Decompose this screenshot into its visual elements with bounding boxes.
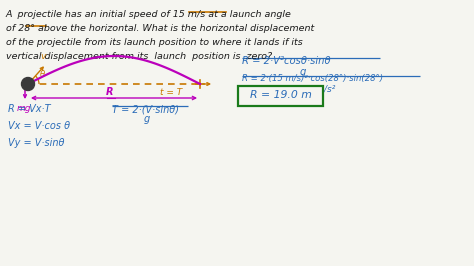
Text: of 28° above the horizontal. What is the horizontal displacement: of 28° above the horizontal. What is the…: [6, 24, 314, 33]
Text: Vy = V·sinθ: Vy = V·sinθ: [8, 138, 64, 148]
Text: R = 2·V²cosθ·sinθ: R = 2·V²cosθ·sinθ: [242, 56, 331, 66]
Text: g: g: [300, 67, 306, 77]
Text: of the projectile from its launch position to where it lands if its: of the projectile from its launch positi…: [6, 38, 303, 47]
Circle shape: [21, 77, 35, 90]
Text: v: v: [40, 52, 46, 61]
Text: A  projectile has an initial speed of 15 m/s at a launch angle: A projectile has an initial speed of 15 …: [6, 10, 292, 19]
Text: Vx = V·cos θ: Vx = V·cos θ: [8, 121, 70, 131]
Text: g: g: [144, 114, 150, 124]
Text: 9.8 m/s²: 9.8 m/s²: [298, 85, 336, 94]
FancyBboxPatch shape: [238, 85, 323, 106]
Text: R = 19.0 m: R = 19.0 m: [250, 90, 312, 101]
Text: T = 2·(V·sinθ): T = 2·(V·sinθ): [112, 104, 179, 114]
Text: R = 2·(15 m/s)²·cos(28°)·sin(28°): R = 2·(15 m/s)²·cos(28°)·sin(28°): [242, 74, 383, 83]
Text: R = Vx·T: R = Vx·T: [8, 104, 51, 114]
Text: θ: θ: [40, 70, 45, 79]
Text: t = T: t = T: [160, 88, 182, 97]
Text: mg: mg: [17, 104, 31, 113]
Text: vertical displacement from its  launch  position is  zero?: vertical displacement from its launch po…: [6, 52, 272, 61]
Text: R: R: [106, 87, 114, 97]
